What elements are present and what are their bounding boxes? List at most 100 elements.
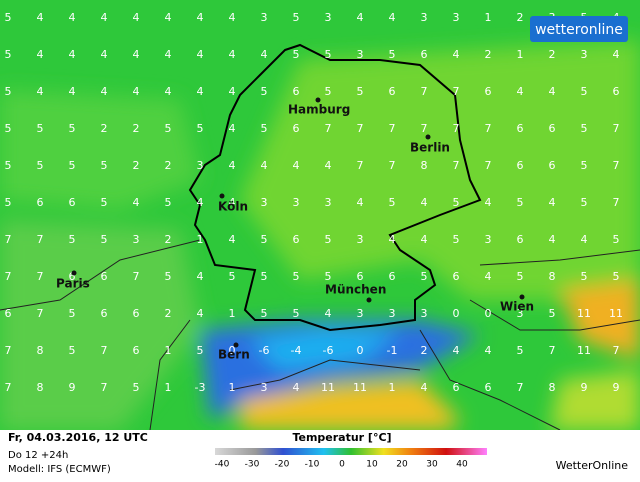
grid-value: 5 xyxy=(5,11,12,24)
grid-value: 4 xyxy=(37,11,44,24)
grid-value: 4 xyxy=(389,11,396,24)
grid-value: -4 xyxy=(291,344,302,357)
grid-value: 7 xyxy=(37,270,44,283)
footer-model: Modell: IFS (ECMWF) xyxy=(8,464,111,475)
city-dot xyxy=(233,342,239,348)
grid-value: 4 xyxy=(293,381,300,394)
grid-value: 5 xyxy=(581,159,588,172)
grid-value: 7 xyxy=(613,122,620,135)
country-borders xyxy=(0,239,640,431)
legend-tick-label: 20 xyxy=(396,460,408,470)
legend-tick-label: 0 xyxy=(339,460,345,470)
grid-value: 5 xyxy=(261,122,268,135)
grid-value: 4 xyxy=(229,233,236,246)
grid-value: 6 xyxy=(133,344,140,357)
grid-value: 6 xyxy=(613,85,620,98)
grid-value: 5 xyxy=(453,196,460,209)
germany-border xyxy=(188,43,482,332)
grid-value: 5 xyxy=(261,270,268,283)
grid-value: 6 xyxy=(37,196,44,209)
grid-value: 5 xyxy=(229,270,236,283)
grid-value: 7 xyxy=(357,122,364,135)
grid-value: 4 xyxy=(37,85,44,98)
grid-value: 3 xyxy=(261,381,268,394)
legend-bar xyxy=(215,448,487,455)
grid-value: 7 xyxy=(5,233,12,246)
grid-value: 4 xyxy=(613,48,620,61)
grid-value: 5 xyxy=(5,196,12,209)
grid-value: 5 xyxy=(69,344,76,357)
grid-value: 5 xyxy=(101,196,108,209)
grid-value: 2 xyxy=(165,307,172,320)
cities: Hamburg Berlin Köln Paris München Wien Bern xyxy=(56,97,534,362)
grid-value: 4 xyxy=(229,85,236,98)
grid-value: 4 xyxy=(549,233,556,246)
grid-value: 4 xyxy=(69,48,76,61)
grid-value: 0 xyxy=(357,344,364,357)
grid-value: 1 xyxy=(485,11,492,24)
grid-value: 7 xyxy=(613,196,620,209)
grid-value: 3 xyxy=(357,233,364,246)
grid-value: 5 xyxy=(517,344,524,357)
grid-value: -1 xyxy=(387,344,398,357)
grid-value: 1 xyxy=(517,48,524,61)
grid-value: 4 xyxy=(453,344,460,357)
grid-value: 5 xyxy=(421,270,428,283)
logo-box xyxy=(530,16,628,42)
grid-value: 6 xyxy=(133,307,140,320)
grid-value: 11 xyxy=(321,381,335,394)
city-label: Paris xyxy=(56,277,90,291)
grid-value: 6 xyxy=(517,122,524,135)
grid-value: 6 xyxy=(485,381,492,394)
city-label: Köln xyxy=(218,200,248,214)
grid-value: 7 xyxy=(5,344,12,357)
grid-value: 2 xyxy=(165,233,172,246)
grid-value: 4 xyxy=(453,48,460,61)
grid-value: 6 xyxy=(69,196,76,209)
grid-value: 5 xyxy=(101,159,108,172)
grid-value: 5 xyxy=(389,48,396,61)
grid-value: 7 xyxy=(485,159,492,172)
grid-value: 4 xyxy=(69,11,76,24)
grid-value: 4 xyxy=(261,48,268,61)
grid-value: 4 xyxy=(485,344,492,357)
city-dot xyxy=(219,193,225,199)
grid-value: 4 xyxy=(421,233,428,246)
grid-value: 11 xyxy=(609,307,623,320)
grid-value: 9 xyxy=(581,381,588,394)
city-label: Wien xyxy=(500,300,534,314)
grid-value: 7 xyxy=(453,122,460,135)
grid-value: 5 xyxy=(293,48,300,61)
grid-value: 4 xyxy=(197,307,204,320)
grid-value: 7 xyxy=(5,270,12,283)
legend-ticks: -40 -30 -20 -10 0 10 20 30 40 xyxy=(215,460,468,470)
grid-value: 4 xyxy=(421,196,428,209)
grid-value: 1 xyxy=(389,381,396,394)
grid-value: 6 xyxy=(101,270,108,283)
grid-value: 5 xyxy=(549,307,556,320)
grid-value: 3 xyxy=(517,307,524,320)
grid-value: 4 xyxy=(197,196,204,209)
city-label: Berlin xyxy=(410,141,450,155)
grid-value: 5 xyxy=(165,122,172,135)
grid-value: -6 xyxy=(323,344,334,357)
grid-value: 3 xyxy=(261,11,268,24)
grid-value: 8 xyxy=(549,270,556,283)
footer-run: Do 12 +24h xyxy=(8,450,68,461)
grid-value: 7 xyxy=(133,270,140,283)
grid-value: 4 xyxy=(421,381,428,394)
grid-value: 4 xyxy=(197,270,204,283)
grid-value: 2 xyxy=(133,122,140,135)
grid-value: 2 xyxy=(101,122,108,135)
grid-value: 4 xyxy=(133,196,140,209)
grid-value: 3 xyxy=(581,48,588,61)
grid-value: 3 xyxy=(325,11,332,24)
grid-value: 7 xyxy=(37,307,44,320)
grid-value: 3 xyxy=(485,233,492,246)
grid-value: 6 xyxy=(101,307,108,320)
grid-value: 4 xyxy=(37,48,44,61)
grid-value: 5 xyxy=(101,233,108,246)
grid-value: 2 xyxy=(549,48,556,61)
grid-value: 11 xyxy=(577,307,591,320)
grid-value: 5 xyxy=(69,233,76,246)
